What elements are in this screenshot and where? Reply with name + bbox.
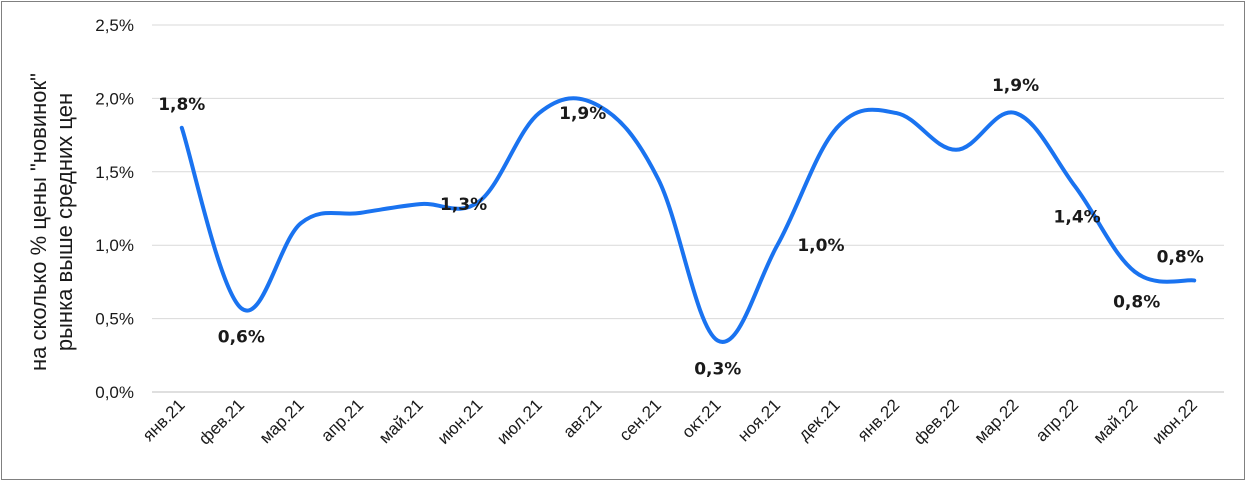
data-label: 0,8% bbox=[1113, 293, 1160, 313]
y-tick-label: 0,5% bbox=[95, 310, 134, 329]
x-tick-label: авг.21 bbox=[559, 395, 605, 441]
data-label: 1,8% bbox=[158, 95, 205, 115]
data-label: 1,9% bbox=[992, 76, 1039, 96]
y-tick-label: 2,5% bbox=[95, 16, 134, 35]
series-line bbox=[179, 96, 1197, 344]
y-axis-title-line-1: на сколько % цены "новинок" bbox=[26, 73, 51, 371]
x-tick-label: июн.21 bbox=[434, 395, 487, 448]
x-axis-ticks: янв.21 фев.21 мар.21 апр.21 май.21 июн.21 июл.… bbox=[139, 395, 1201, 448]
x-tick-label: янв.21 bbox=[139, 395, 189, 445]
data-label: 1,4% bbox=[1054, 207, 1101, 227]
y-tick-label: 2,0% bbox=[95, 89, 134, 108]
x-tick-label: апр.21 bbox=[317, 395, 367, 445]
x-tick-label: июн.22 bbox=[1149, 395, 1202, 448]
y-tick-label: 0,0% bbox=[95, 383, 134, 402]
x-tick-label: окт.21 bbox=[678, 395, 724, 441]
data-label: 1,0% bbox=[797, 236, 844, 256]
data-label: 0,6% bbox=[218, 327, 265, 347]
x-tick-label: дек.21 bbox=[795, 395, 844, 444]
series-group bbox=[179, 96, 1197, 344]
x-tick-label: фев.21 bbox=[195, 395, 248, 448]
y-tick-label: 1,0% bbox=[95, 236, 134, 255]
gridlines bbox=[152, 24, 1224, 393]
x-tick-label: фев.22 bbox=[910, 395, 963, 448]
data-label: 0,8% bbox=[1157, 247, 1204, 267]
x-tick-label: май.21 bbox=[375, 395, 427, 447]
y-axis-ticks: 0,0% 0,5% 1,0% 1,5% 2,0% 2,5% bbox=[95, 16, 134, 402]
y-tick-label: 1,5% bbox=[95, 163, 134, 182]
data-label: 1,3% bbox=[440, 195, 487, 215]
x-tick-label: апр.22 bbox=[1032, 395, 1082, 445]
x-tick-label: сен.21 bbox=[616, 395, 665, 444]
x-tick-label: мар.22 bbox=[971, 395, 1023, 447]
x-tick-label: ноя.21 bbox=[734, 395, 784, 445]
data-labels: 1,8% 0,6% 1,3% 1,9% 0,3% 1,0% 1,9% 1,4% 0,8% 0,8% bbox=[158, 76, 1204, 380]
data-label: 0,3% bbox=[694, 360, 741, 380]
x-tick-label: мар.21 bbox=[256, 395, 308, 447]
x-tick-label: май.22 bbox=[1090, 395, 1142, 447]
x-tick-label: июл.21 bbox=[493, 395, 546, 448]
y-axis-title: на сколько % цены "новинок" рынка выше с… bbox=[26, 73, 77, 371]
y-axis-title-line-2: рынка выше средних цен bbox=[52, 93, 77, 351]
x-tick-label: янв.22 bbox=[854, 395, 904, 445]
data-label: 1,9% bbox=[559, 104, 606, 124]
